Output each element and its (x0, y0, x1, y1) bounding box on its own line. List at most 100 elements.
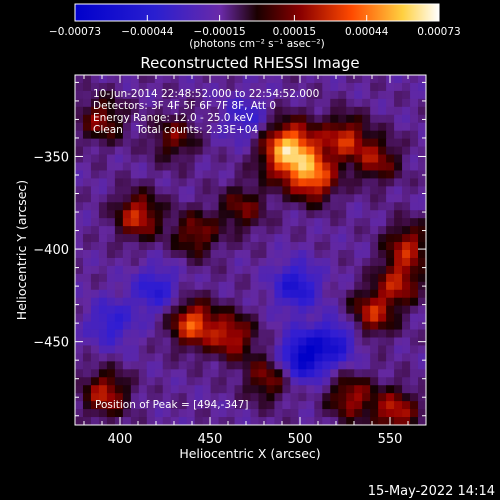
heatmap-cell (154, 186, 164, 195)
heatmap-cell (274, 385, 283, 394)
heatmap-cell (298, 401, 307, 410)
heatmap-cell (98, 361, 108, 370)
heatmap-cell (290, 202, 299, 211)
heatmap-cell (394, 130, 403, 140)
heatmap-cell (154, 114, 164, 124)
heatmap-cell (138, 353, 148, 362)
heatmap-cell (114, 138, 124, 147)
heatmap-cell (402, 138, 411, 147)
heatmap-cell (386, 281, 395, 291)
heatmap-cell (138, 273, 148, 283)
heatmap-cell (114, 146, 124, 155)
heatmap-cell (178, 162, 188, 171)
heatmap-cell (402, 234, 411, 243)
heatmap-cell (154, 226, 164, 235)
heatmap-cell (90, 250, 100, 259)
heatmap-cell (338, 289, 347, 299)
heatmap-cell (242, 114, 251, 124)
heatmap-cell (386, 178, 395, 187)
heatmap-cell (378, 226, 387, 235)
heatmap-cell (402, 162, 411, 171)
heatmap-cell (402, 218, 411, 227)
heatmap-cell (266, 146, 275, 155)
heatmap-cell (410, 75, 419, 84)
heatmap-cell (418, 154, 427, 163)
heatmap-cell (322, 409, 331, 418)
heatmap-cell (90, 106, 100, 116)
heatmap-cell (274, 329, 283, 338)
heatmap-cell (242, 369, 251, 378)
heatmap-cell (75, 98, 84, 108)
heatmap-cell (362, 162, 371, 171)
heatmap-cell (178, 194, 188, 203)
heatmap-cell (274, 273, 283, 283)
heatmap-cell (242, 385, 251, 394)
heatmap-cell (306, 218, 315, 227)
heatmap-cell (98, 273, 108, 283)
annotation-time-range: 10-Jun-2014 22:48:52.000 to 22:54:52.000 (93, 88, 319, 100)
heatmap-cell (290, 385, 299, 394)
heatmap-cell (282, 417, 291, 426)
heatmap-cell (210, 281, 219, 291)
heatmap-cell (418, 210, 427, 219)
heatmap-cell (170, 234, 180, 243)
heatmap-cell (226, 281, 235, 291)
heatmap-cell (250, 297, 259, 307)
heatmap-cell (154, 146, 164, 155)
heatmap-cell (370, 170, 379, 179)
heatmap-cell (122, 122, 132, 132)
heatmap-cell (98, 250, 108, 259)
heatmap-cell (114, 321, 124, 330)
heatmap-cell (146, 297, 156, 307)
heatmap-cell (218, 385, 227, 394)
heatmap-cell (90, 305, 100, 315)
heatmap-cell (274, 194, 283, 203)
heatmap-cell (362, 130, 371, 140)
heatmap-cell (75, 273, 84, 283)
heatmap-cell (362, 114, 371, 124)
heatmap-cell (234, 281, 243, 291)
heatmap-cell (146, 122, 156, 132)
heatmap-cell (138, 417, 148, 426)
heatmap-cell (298, 90, 307, 100)
heatmap-cell (122, 98, 132, 108)
heatmap-cell (234, 257, 243, 267)
heatmap-cell (154, 82, 164, 92)
heatmap-cell (322, 210, 331, 219)
heatmap-cell (90, 409, 100, 418)
heatmap-cell (154, 313, 164, 322)
heatmap-cell (106, 257, 116, 267)
heatmap-cell (314, 313, 323, 322)
heatmap-cell (154, 218, 164, 227)
heatmap-cell (314, 281, 323, 291)
heatmap-cell (106, 210, 116, 219)
heatmap-cell (378, 242, 387, 251)
heatmap-cell (314, 321, 323, 330)
heatmap-cell (418, 98, 427, 108)
heatmap-cell (354, 401, 363, 410)
heatmap-cell (202, 75, 212, 84)
heatmap-cell (402, 329, 411, 338)
heatmap-cell (106, 337, 116, 346)
heatmap-cell (226, 401, 235, 410)
heatmap-cell (178, 329, 188, 338)
y-tick-label: −350 (33, 150, 69, 165)
heatmap-cell (338, 170, 347, 179)
heatmap-cell (330, 98, 339, 108)
heatmap-cell (290, 353, 299, 362)
heatmap-cell (75, 154, 84, 163)
heatmap-cell (410, 106, 419, 116)
heatmap-cell (114, 178, 124, 187)
heatmap-cell (154, 257, 164, 267)
heatmap-cell (210, 75, 219, 84)
heatmap-cell (154, 321, 164, 330)
heatmap-cell (378, 82, 387, 92)
heatmap-cell (274, 162, 283, 171)
heatmap-cell (146, 321, 156, 330)
heatmap-cell (290, 178, 299, 187)
heatmap-cell (162, 170, 172, 179)
heatmap-cell (314, 393, 323, 402)
heatmap-cell (282, 321, 291, 330)
heatmap-cell (194, 393, 204, 402)
heatmap-cell (402, 265, 411, 275)
